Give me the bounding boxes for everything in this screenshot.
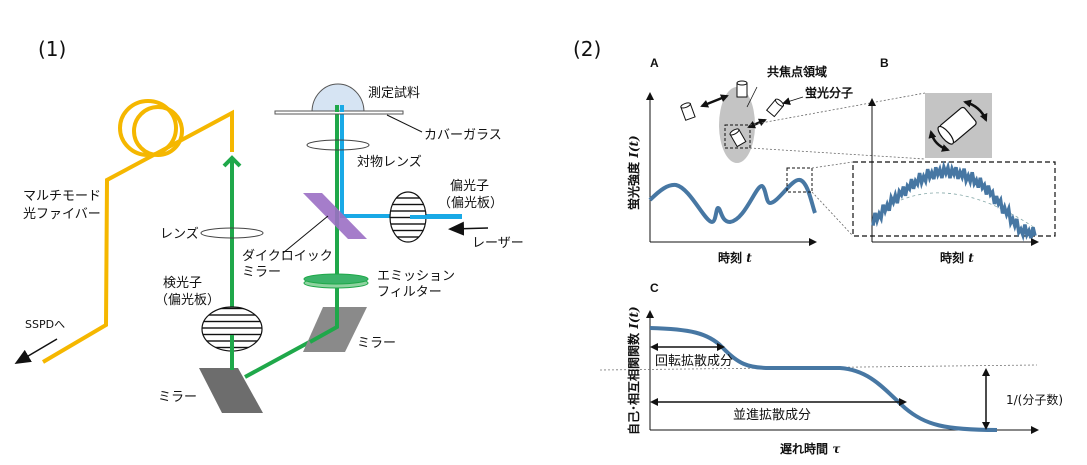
zoom-connectors: [749, 92, 926, 237]
objective-label: 対物レンズ: [357, 154, 422, 170]
a-x-label: 時刻 t: [718, 250, 752, 265]
sample-dome: [311, 83, 365, 113]
sample-label: 測定試料: [368, 85, 420, 101]
to-detector-arrow: [14, 338, 58, 365]
mirror-left-label: ミラー: [158, 390, 197, 405]
molecule-label: 蛍光分子: [805, 85, 853, 100]
rotational-label: 回転拡散成分: [655, 354, 733, 369]
fiber-label-1: マルチモード: [23, 189, 101, 204]
fiber-label-2: 光ファイバー: [23, 207, 101, 222]
molecules: [680, 80, 785, 148]
detector-label: SSPDへ: [25, 318, 65, 331]
mirror-left: [199, 368, 263, 413]
molecule-icon: [680, 102, 696, 121]
dichroic-leader: [282, 215, 329, 254]
dichroic-mirror: [303, 193, 367, 239]
laser-input-arrow: [448, 221, 489, 236]
panel-1-label: (1): [38, 37, 66, 61]
optical-fiber: [41, 99, 234, 364]
emission-filter: [303, 273, 369, 285]
analyzer-label-1: 検光子: [163, 276, 202, 291]
dichroic-label-2: ミラー: [242, 265, 281, 280]
b-intensity-trace: [871, 160, 1037, 242]
c-y-label: 自己･相互相関関数 I(t): [626, 306, 641, 435]
c-correlation-curve: [649, 326, 998, 432]
amplitude-label: 1/(分子数): [1006, 392, 1063, 407]
molecule-icon: [729, 128, 747, 148]
panel-1-optical-setup: (1) SSPDへ マルチモード 光ファイバー 測定試料 カバーガラス 対物レン…: [14, 37, 524, 413]
translational-label: 並進拡散成分: [733, 408, 811, 423]
b-x-label: 時刻 t: [940, 250, 974, 265]
lens-label: レンズ: [160, 226, 199, 242]
polarizer-label-2: （偏光板）: [438, 196, 503, 211]
diffusion-arrow-1: [700, 94, 729, 108]
a-y-label: 蛍光強度 I(t): [626, 135, 641, 210]
panel-c-label: C: [650, 281, 659, 295]
objective-lens: [306, 139, 370, 151]
emission-label-1: エミッション: [377, 269, 455, 284]
zoom-box-trace: [786, 167, 813, 193]
b-zoom-frame: [852, 161, 1056, 237]
rotation-arrow-1: [963, 99, 988, 122]
panel-2-fcs-schematic: (2) A 共焦点領域 蛍光分子 蛍光強度 I(t) 時刻 t B 時刻 t C…: [573, 37, 1063, 456]
laser-label: レーザー: [472, 236, 524, 251]
c-plateau-line: [599, 364, 1038, 371]
panel-2-label: (2): [573, 37, 601, 61]
polarizer-label-1: 偏光子: [450, 179, 489, 194]
mirror-right-label: ミラー: [357, 336, 396, 351]
diffusion-arrow-2: [747, 118, 767, 129]
a-intensity-trace: [648, 178, 817, 225]
lens: [200, 227, 264, 239]
cover-glass-leader: [386, 114, 423, 133]
molecule-icon: [736, 80, 748, 98]
focal-region-label: 共焦点領域: [767, 64, 827, 79]
emission-label-2: フィルター: [377, 285, 442, 300]
analyzer-label-2: （偏光板）: [155, 293, 220, 308]
rotation-arrow-2: [928, 130, 950, 152]
zoom-box-molecule: [724, 124, 751, 149]
panel-a-label: A: [650, 56, 659, 70]
molecule-icon: [765, 98, 785, 118]
panel-b-label: B: [880, 56, 889, 70]
cover-glass-label: カバーガラス: [424, 128, 502, 143]
dichroic-label-1: ダイクロイック: [242, 249, 333, 264]
c-x-label: 遅れ時間 τ: [780, 441, 841, 456]
